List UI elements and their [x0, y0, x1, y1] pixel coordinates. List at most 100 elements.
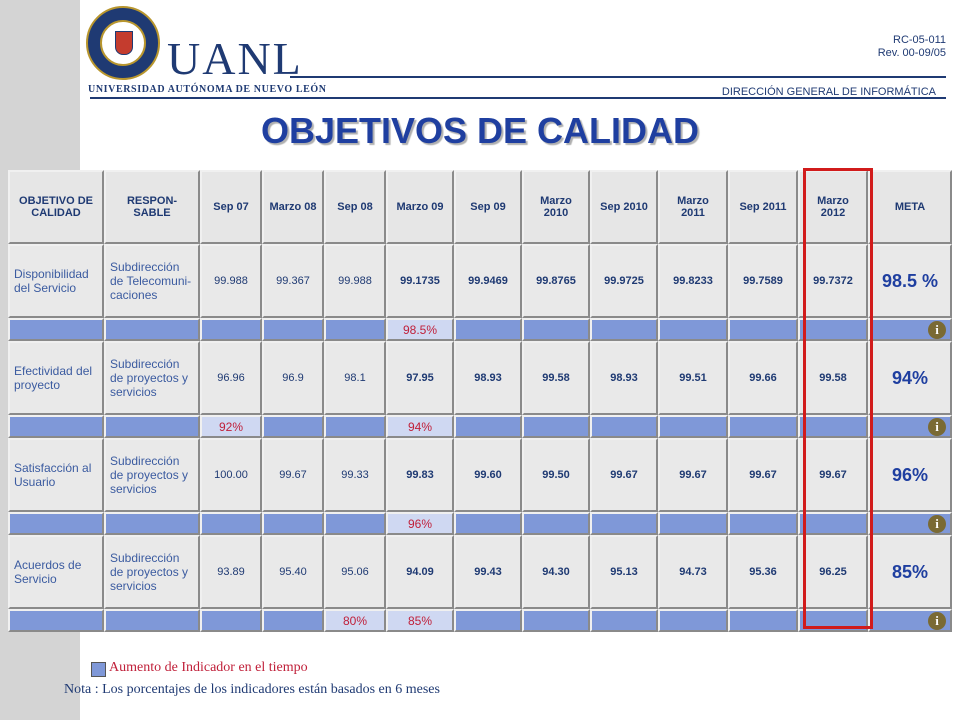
page-title: OBJETIVOS DE CALIDAD: [260, 110, 700, 151]
legend-swatch: [91, 662, 106, 677]
column-header: Sep 2010: [590, 170, 658, 244]
responsible-cell: Subdirección de Telecomuni-caciones: [104, 244, 200, 318]
target-cell: [262, 512, 324, 535]
legend-text: Aumento de Indicador en el tiempo: [109, 660, 308, 675]
column-header: RESPON-SABLE: [104, 170, 200, 244]
target-cell: [658, 415, 728, 438]
responsible-cell: Subdirección de proyectos y servicios: [104, 535, 200, 609]
value-cell: 95.40: [262, 535, 324, 609]
table-row: Disponibilidad del Servicio Subdirección …: [8, 244, 952, 318]
header-divider: [290, 76, 946, 78]
column-header: Sep 07: [200, 170, 262, 244]
value-cell: 96.25: [798, 535, 868, 609]
value-cell: 95.06: [324, 535, 386, 609]
target-cell: [8, 512, 104, 535]
value-cell: 94.30: [522, 535, 590, 609]
target-cell: [324, 415, 386, 438]
value-cell: 100.00: [200, 438, 262, 512]
target-cell: [798, 512, 868, 535]
target-cell: [324, 318, 386, 341]
value-cell: 99.9469: [454, 244, 522, 318]
target-row: 96% i: [8, 512, 952, 535]
info-icon[interactable]: i: [928, 611, 946, 630]
value-cell: 99.83: [386, 438, 454, 512]
uanl-logo: UANL: [167, 33, 303, 84]
target-cell: [590, 415, 658, 438]
value-cell: 99.367: [262, 244, 324, 318]
info-cell: i: [868, 609, 952, 632]
target-cell: [798, 318, 868, 341]
column-header: META: [868, 170, 952, 244]
goal-cell: 98.5 %: [868, 244, 952, 318]
target-cell: [658, 512, 728, 535]
target-cell: [104, 415, 200, 438]
column-header: Marzo 08: [262, 170, 324, 244]
document-code: RC-05-011 Rev. 00-09/05: [878, 34, 946, 60]
value-cell: 99.58: [798, 341, 868, 415]
value-cell: 99.50: [522, 438, 590, 512]
target-cell: [728, 512, 798, 535]
value-cell: 99.51: [658, 341, 728, 415]
value-cell: 93.89: [200, 535, 262, 609]
target-cell: [104, 609, 200, 632]
value-cell: 95.36: [728, 535, 798, 609]
table-row: Satisfacción al Usuario Subdirección de p…: [8, 438, 952, 512]
value-cell: 98.93: [454, 341, 522, 415]
quality-table-container: OBJETIVO DE CALIDAD RESPON-SABLE Sep 07 Mar…: [8, 170, 952, 632]
info-icon[interactable]: i: [928, 320, 946, 339]
goal-cell: 85%: [868, 535, 952, 609]
responsible-cell: Subdirección de proyectos y servicios: [104, 341, 200, 415]
value-cell: 97.95: [386, 341, 454, 415]
table-row: Acuerdos de Servicio Subdirección de proy…: [8, 535, 952, 609]
target-cell: [728, 318, 798, 341]
value-cell: 94.09: [386, 535, 454, 609]
target-cell: [522, 609, 590, 632]
value-cell: 98.93: [590, 341, 658, 415]
shield-icon: [115, 31, 133, 55]
column-header: Marzo 2012: [798, 170, 868, 244]
column-header: Marzo 09: [386, 170, 454, 244]
info-icon[interactable]: i: [928, 417, 946, 436]
revision-text: Rev. 00-09/05: [877, 47, 946, 59]
table-row: Efectividad del proyecto Subdirección de …: [8, 341, 952, 415]
target-cell: 80%: [324, 609, 386, 632]
info-icon[interactable]: i: [928, 514, 946, 533]
value-cell: 99.8765: [522, 244, 590, 318]
value-cell: 94.73: [658, 535, 728, 609]
target-cell: 85%: [386, 609, 454, 632]
target-cell: [324, 512, 386, 535]
table-header-row: OBJETIVO DE CALIDAD RESPON-SABLE Sep 07 Mar…: [8, 170, 952, 244]
target-cell: [522, 512, 590, 535]
value-cell: 99.9725: [590, 244, 658, 318]
value-cell: 99.8233: [658, 244, 728, 318]
target-cell: [8, 415, 104, 438]
value-cell: 99.67: [590, 438, 658, 512]
target-cell: [8, 609, 104, 632]
value-cell: 98.1: [324, 341, 386, 415]
column-header: Marzo 2011: [658, 170, 728, 244]
target-cell: [104, 512, 200, 535]
value-cell: 99.67: [658, 438, 728, 512]
target-cell: [728, 415, 798, 438]
value-cell: 99.67: [728, 438, 798, 512]
target-cell: [522, 415, 590, 438]
target-cell: 92%: [200, 415, 262, 438]
objective-cell: Acuerdos de Servicio: [8, 535, 104, 609]
target-cell: [728, 609, 798, 632]
target-cell: [200, 512, 262, 535]
target-cell: [454, 609, 522, 632]
column-header: Sep 2011: [728, 170, 798, 244]
value-cell: 99.1735: [386, 244, 454, 318]
target-cell: 94%: [386, 415, 454, 438]
target-cell: [262, 609, 324, 632]
value-cell: 99.988: [324, 244, 386, 318]
value-cell: 99.7589: [728, 244, 798, 318]
footnote: Nota : Los porcentajes de los indicadore…: [64, 682, 440, 697]
value-cell: 99.67: [262, 438, 324, 512]
target-cell: [454, 512, 522, 535]
goal-cell: 96%: [868, 438, 952, 512]
target-cell: [590, 609, 658, 632]
target-cell: [262, 318, 324, 341]
department-name: DIRECCIÓN GENERAL DE INFORMÁTICA: [721, 86, 936, 98]
seal-inner: [100, 20, 146, 66]
